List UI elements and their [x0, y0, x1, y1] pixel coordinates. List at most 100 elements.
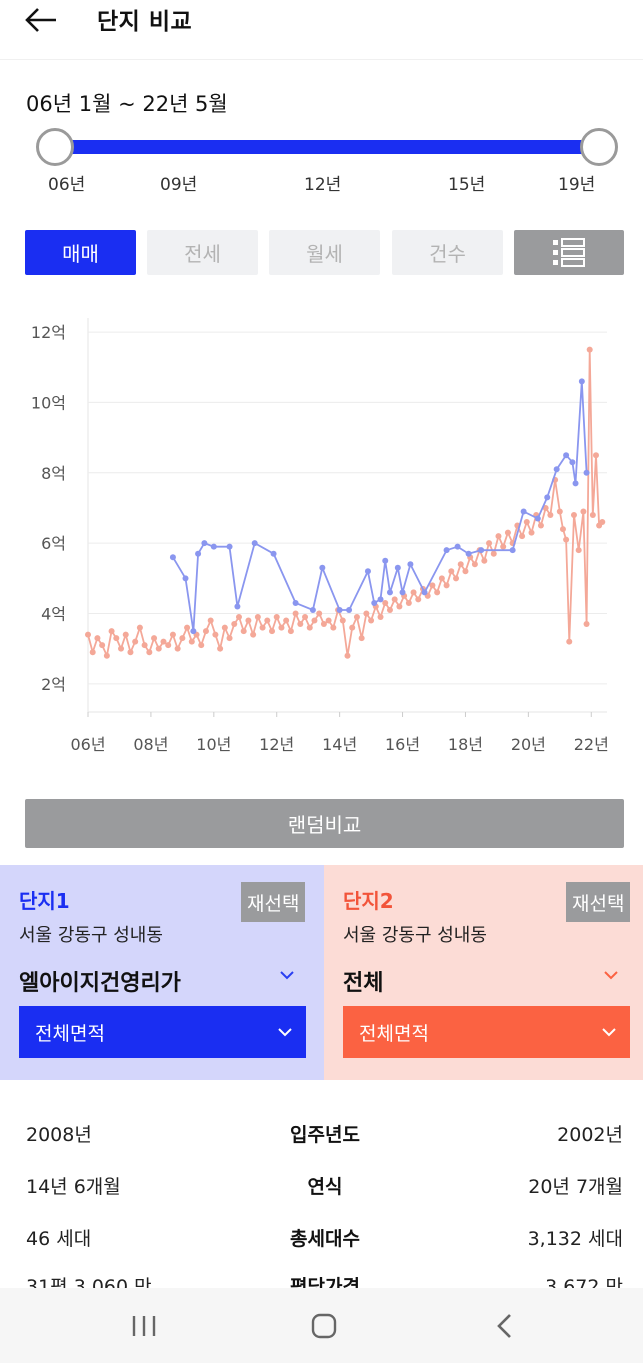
data-point: [207, 617, 214, 624]
data-point: [572, 480, 579, 487]
random-compare-button[interactable]: 랜덤비교: [25, 799, 624, 848]
data-point: [269, 628, 276, 635]
data-point: [570, 512, 577, 518]
chevron-down-icon[interactable]: [602, 966, 620, 984]
data-point: [421, 589, 428, 596]
y-tick-label: 4억: [41, 605, 66, 624]
y-tick-label: 12억: [31, 323, 66, 342]
data-point: [396, 603, 403, 610]
tab-count[interactable]: 건수: [392, 230, 503, 275]
data-point: [569, 459, 576, 466]
data-point: [212, 631, 219, 638]
y-tick-label: 10억: [31, 393, 66, 412]
data-point: [234, 603, 241, 610]
data-point: [195, 550, 202, 557]
data-point: [382, 599, 389, 606]
data-point: [465, 550, 472, 557]
slider-end-handle[interactable]: [580, 128, 618, 166]
comparison-info: 2008년 입주년도 2002년 14년 6개월 연식 20년 7개월 46 세…: [0, 1100, 643, 1290]
tab-jeonse[interactable]: 전세: [147, 230, 258, 275]
data-point: [575, 547, 582, 554]
trade-type-tabs: 매매 전세 월세 건수: [25, 230, 625, 275]
data-point: [174, 645, 181, 652]
data-point: [534, 515, 541, 522]
data-point: [415, 596, 422, 603]
tab-sale[interactable]: 매매: [25, 230, 136, 275]
data-point: [309, 606, 316, 613]
data-point: [89, 649, 96, 656]
data-point: [399, 589, 406, 596]
data-point: [306, 624, 313, 631]
data-point: [371, 599, 378, 606]
info-label: 총세대수: [290, 1228, 360, 1250]
data-point: [553, 466, 560, 473]
x-tick-label: 20년: [511, 735, 546, 754]
data-point: [580, 508, 587, 515]
data-point: [231, 621, 238, 628]
recent-apps-icon[interactable]: [124, 1310, 164, 1342]
data-point: [165, 642, 172, 649]
data-point: [169, 631, 176, 638]
data-point: [363, 610, 370, 617]
chevron-down-icon[interactable]: [278, 966, 296, 984]
slider-start-handle[interactable]: [36, 128, 74, 166]
complex2-name-select[interactable]: 전체: [343, 971, 384, 996]
data-point: [542, 504, 549, 511]
slider-tick-label: 15년: [448, 175, 486, 195]
data-point: [481, 557, 488, 564]
data-point: [146, 649, 153, 656]
complex2-reselect-button[interactable]: 재선택: [566, 882, 631, 922]
data-point: [190, 628, 197, 635]
x-tick-label: 16년: [385, 735, 420, 754]
data-point: [245, 617, 252, 624]
page-title: 단지 비교: [97, 9, 193, 35]
arrow-left-icon[interactable]: [22, 4, 62, 36]
complex1-area-select[interactable]: 전체면적: [19, 1006, 306, 1058]
data-point: [454, 543, 461, 550]
data-point: [226, 635, 233, 642]
data-point: [377, 614, 384, 621]
system-navigation-bar: [0, 1288, 643, 1363]
data-point: [346, 606, 353, 613]
data-point: [364, 568, 371, 575]
back-icon[interactable]: [486, 1310, 526, 1342]
chevron-down-icon: [278, 1028, 292, 1037]
data-point: [405, 599, 412, 606]
data-point: [556, 508, 563, 515]
data-point: [592, 452, 599, 459]
list-view-icon: [553, 237, 585, 267]
data-point: [377, 596, 384, 603]
data-point: [292, 599, 299, 606]
data-point: [559, 526, 566, 533]
data-point: [407, 561, 414, 568]
data-point: [443, 547, 450, 554]
data-point: [127, 649, 134, 656]
data-point: [259, 624, 266, 631]
tab-monthly-rent[interactable]: 월세: [269, 230, 380, 275]
slider-track[interactable]: [54, 140, 600, 154]
list-view-button[interactable]: [514, 230, 624, 275]
complex1-title: 단지1: [19, 889, 70, 913]
data-point: [85, 631, 91, 638]
price-chart: 2억 4억 6억 8억 10억 12억 06년 08년 10년 12년 14년 16년 18년 20년 22…: [31, 318, 609, 754]
data-point: [94, 635, 101, 642]
data-point: [103, 652, 110, 659]
data-point: [254, 614, 261, 621]
info-right-value: 3,672 만: [545, 1276, 623, 1290]
slider-tick-label: 09년: [160, 175, 198, 195]
data-point: [438, 575, 445, 582]
complex1-name-select[interactable]: 엘아이지건영리가: [19, 971, 181, 996]
period-slider[interactable]: [36, 128, 618, 168]
home-icon[interactable]: [304, 1310, 344, 1342]
data-point: [519, 533, 526, 540]
data-point: [316, 610, 323, 617]
data-point: [325, 617, 332, 624]
data-point: [311, 617, 318, 624]
complex2-area-select[interactable]: 전체면적: [343, 1006, 630, 1058]
data-point: [589, 512, 596, 518]
data-point: [509, 547, 516, 554]
data-point: [292, 610, 299, 617]
y-tick-label: 6억: [41, 534, 66, 553]
complex1-reselect-button[interactable]: 재선택: [241, 882, 306, 922]
data-point: [586, 346, 593, 353]
